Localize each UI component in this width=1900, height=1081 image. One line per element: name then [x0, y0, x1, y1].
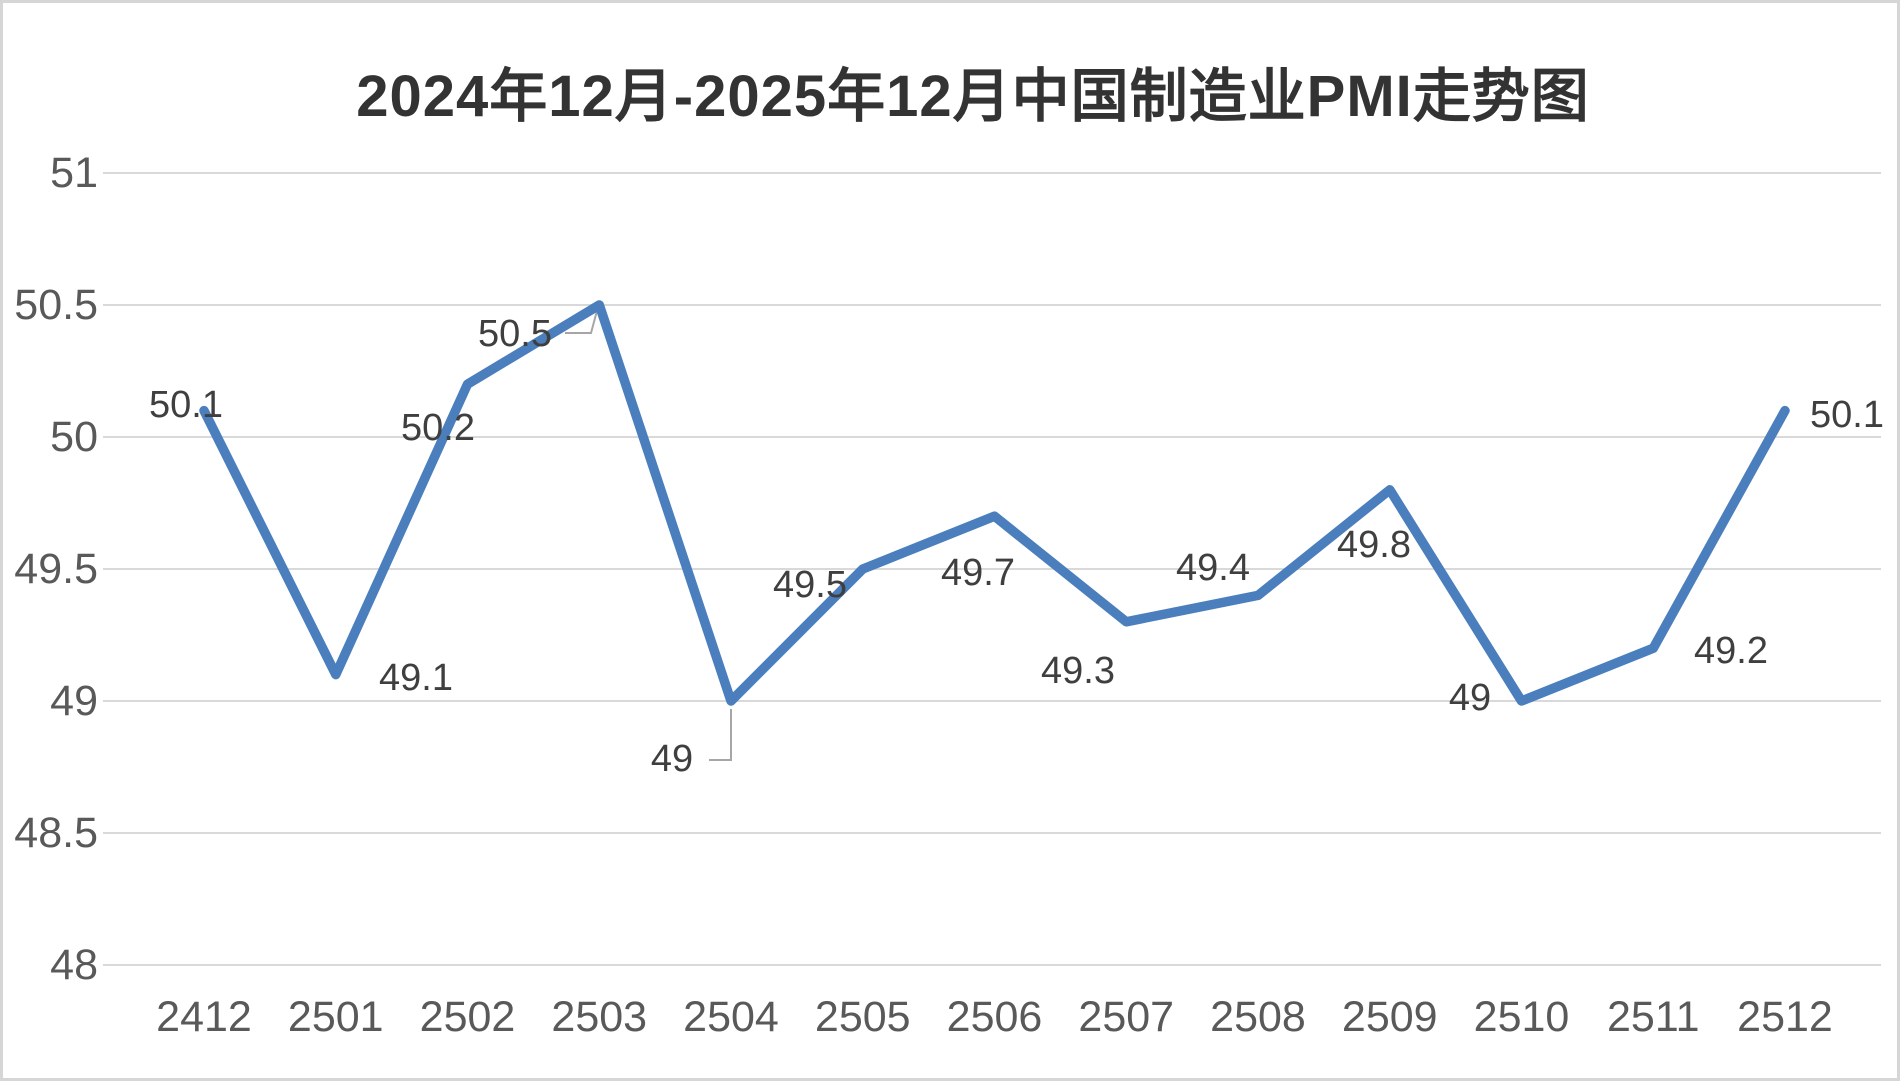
- plot-area: 51 50.5 50 49.5 49 48.5 48 2412 2501 2502 2503 2504…: [14, 149, 1884, 1041]
- x-tick-label: 2509: [1342, 993, 1438, 1041]
- pmi-series-line: [199, 300, 1790, 706]
- data-label: 50.1: [1810, 394, 1884, 436]
- x-tick-label: 2508: [1210, 993, 1306, 1041]
- data-label: 49.2: [1694, 630, 1768, 672]
- y-tick-label: 50: [50, 413, 98, 461]
- x-tick-label: 2503: [551, 993, 647, 1041]
- data-label: 49.7: [941, 552, 1015, 594]
- x-tick-label: 2511: [1607, 993, 1699, 1041]
- x-tick-label: 2504: [683, 993, 779, 1041]
- x-tick-label: 2502: [420, 993, 516, 1041]
- data-label: 49.4: [1176, 547, 1250, 589]
- y-tick-label: 49: [50, 677, 98, 725]
- data-label: 49.8: [1337, 524, 1411, 566]
- x-tick-label: 2505: [815, 993, 911, 1041]
- x-tick-label: 2412: [156, 993, 252, 1041]
- leader-line: [709, 709, 732, 761]
- data-label: 49.3: [1041, 650, 1115, 692]
- x-tick-label: 2510: [1474, 993, 1570, 1041]
- y-tick-label: 50.5: [14, 281, 98, 329]
- x-tick-label: 2512: [1737, 993, 1833, 1041]
- x-tick-label: 2501: [288, 993, 384, 1041]
- chart-title: 2024年12月-2025年12月中国制造业PMI走势图: [356, 64, 1590, 129]
- leader-line: [565, 306, 599, 334]
- data-label: 49.5: [773, 564, 847, 606]
- data-label: 49.1: [379, 657, 453, 699]
- data-label: 50.5: [478, 313, 552, 355]
- y-tick-label: 48: [50, 941, 98, 989]
- data-label: 50.1: [149, 384, 223, 426]
- data-label: 49: [651, 738, 693, 780]
- x-tick-label: 2506: [947, 993, 1043, 1041]
- data-label: 49: [1449, 677, 1491, 719]
- y-tick-label: 48.5: [14, 809, 98, 857]
- y-tick-label: 49.5: [14, 545, 98, 593]
- data-label: 50.2: [401, 407, 475, 449]
- y-tick-label: 51: [50, 149, 98, 197]
- x-tick-label: 2507: [1078, 993, 1174, 1041]
